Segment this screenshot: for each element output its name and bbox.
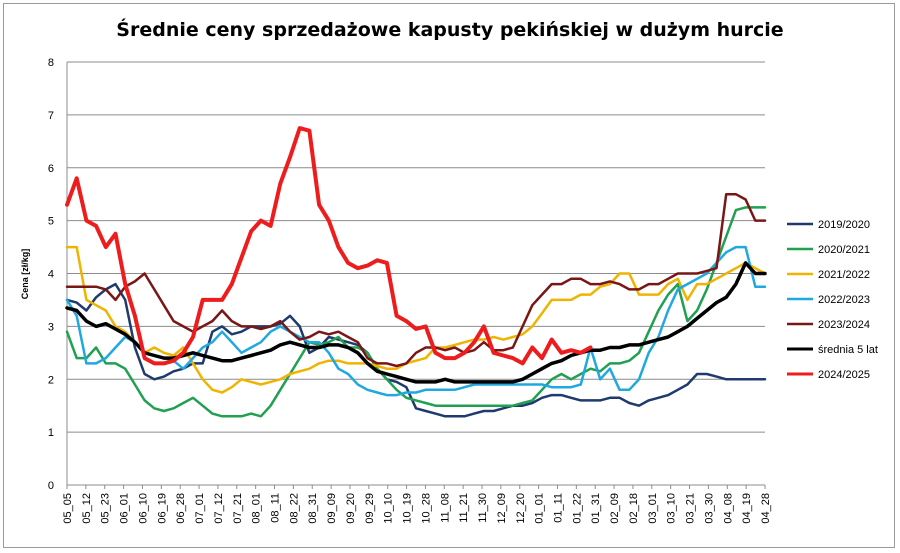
legend-label: 2022/2023 bbox=[818, 294, 870, 306]
x-tick-label: 07_12 bbox=[213, 493, 225, 524]
x-axis-ticks: 05_05 05_12 05_23 06_01 06_10 06_19 06_28 07_01… bbox=[62, 485, 772, 524]
x-tick-label: 11_08 bbox=[439, 493, 451, 523]
x-tick-label: 06_19 bbox=[156, 493, 168, 524]
x-tick-label: 03_21 bbox=[685, 493, 697, 524]
x-tick-label: 11_30 bbox=[477, 493, 489, 523]
x-tick-label: 03_01 bbox=[647, 493, 659, 524]
x-tick-label: 04_19 bbox=[741, 493, 753, 524]
series-line-1 bbox=[65, 206, 767, 418]
legend: 2019/2020 2020/2021 2021/2022 2022/2023 2023… bbox=[787, 219, 878, 381]
y-tick-label: 1 bbox=[48, 427, 54, 439]
x-tick-label: 08_22 bbox=[288, 493, 300, 524]
x-tick-label: 09_09 bbox=[326, 493, 338, 524]
legend-label: 2023/2024 bbox=[818, 319, 870, 331]
x-tick-label: 06_28 bbox=[175, 493, 187, 524]
y-tick-label: 4 bbox=[48, 269, 54, 281]
series-line-6 bbox=[65, 126, 593, 366]
x-tick-label: 05_23 bbox=[100, 493, 112, 524]
x-tick-label: 08_31 bbox=[307, 493, 319, 524]
chart-frame bbox=[3, 3, 895, 548]
y-tick-label: 3 bbox=[48, 321, 54, 333]
x-tick-label: 07_21 bbox=[232, 493, 244, 524]
x-tick-label: 08_01 bbox=[251, 493, 263, 524]
x-tick-label: 01_01 bbox=[534, 493, 546, 524]
x-tick-label: 09_20 bbox=[345, 493, 357, 524]
x-tick-label: 02_18 bbox=[628, 493, 640, 524]
y-tick-label: 2 bbox=[48, 374, 54, 386]
series-line-3 bbox=[65, 245, 767, 397]
x-tick-label: 05_05 bbox=[62, 493, 74, 524]
series-line-5 bbox=[65, 261, 767, 384]
x-tick-label: 07_01 bbox=[194, 493, 206, 524]
x-tick-label: 04_28 bbox=[760, 493, 772, 524]
x-tick-label: 12_20 bbox=[515, 493, 527, 524]
series-line-0 bbox=[65, 282, 767, 418]
chart-title: Średnie ceny sprzedażowe kapusty pekińsk… bbox=[116, 17, 783, 41]
x-tick-label: 06_10 bbox=[137, 493, 149, 524]
x-tick-label: 05_12 bbox=[81, 493, 93, 524]
x-tick-label: 02_09 bbox=[609, 493, 621, 524]
y-tick-label: 0 bbox=[48, 480, 54, 492]
legend-label: 2021/2022 bbox=[818, 269, 870, 281]
legend-label: 2024/2025 bbox=[818, 369, 870, 381]
x-tick-label: 01_11 bbox=[552, 493, 564, 523]
x-tick-label: 08_11 bbox=[270, 493, 282, 523]
series-line-2 bbox=[65, 245, 767, 394]
y-tick-label: 8 bbox=[48, 57, 54, 69]
x-tick-label: 01_22 bbox=[571, 493, 583, 524]
x-tick-label: 10_28 bbox=[420, 493, 432, 524]
grid-lines bbox=[66, 61, 765, 486]
x-tick-label: 12_09 bbox=[496, 493, 508, 524]
y-axis-ticks: 0 1 2 3 4 5 6 7 8 bbox=[48, 57, 54, 492]
y-axis-label: Cena [zł/kg] bbox=[20, 249, 30, 300]
x-tick-label: 01_31 bbox=[590, 493, 602, 524]
x-tick-label: 09_29 bbox=[364, 493, 376, 524]
legend-label: 2020/2021 bbox=[818, 244, 870, 256]
series-line-4 bbox=[65, 192, 767, 368]
x-tick-label: 03_10 bbox=[666, 493, 678, 524]
x-tick-label: 04_08 bbox=[722, 493, 734, 524]
x-tick-label: 10_10 bbox=[383, 493, 395, 524]
y-tick-label: 6 bbox=[48, 163, 54, 175]
y-tick-label: 5 bbox=[48, 216, 54, 228]
x-tick-label: 11_21 bbox=[458, 493, 470, 523]
series-lines bbox=[65, 126, 767, 418]
x-tick-label: 06_01 bbox=[119, 493, 131, 524]
legend-label: średnia 5 lat bbox=[818, 344, 878, 356]
y-tick-label: 7 bbox=[48, 110, 54, 122]
legend-label: 2019/2020 bbox=[818, 219, 870, 231]
x-tick-label: 10_19 bbox=[402, 493, 414, 524]
x-tick-label: 03_30 bbox=[703, 493, 715, 524]
